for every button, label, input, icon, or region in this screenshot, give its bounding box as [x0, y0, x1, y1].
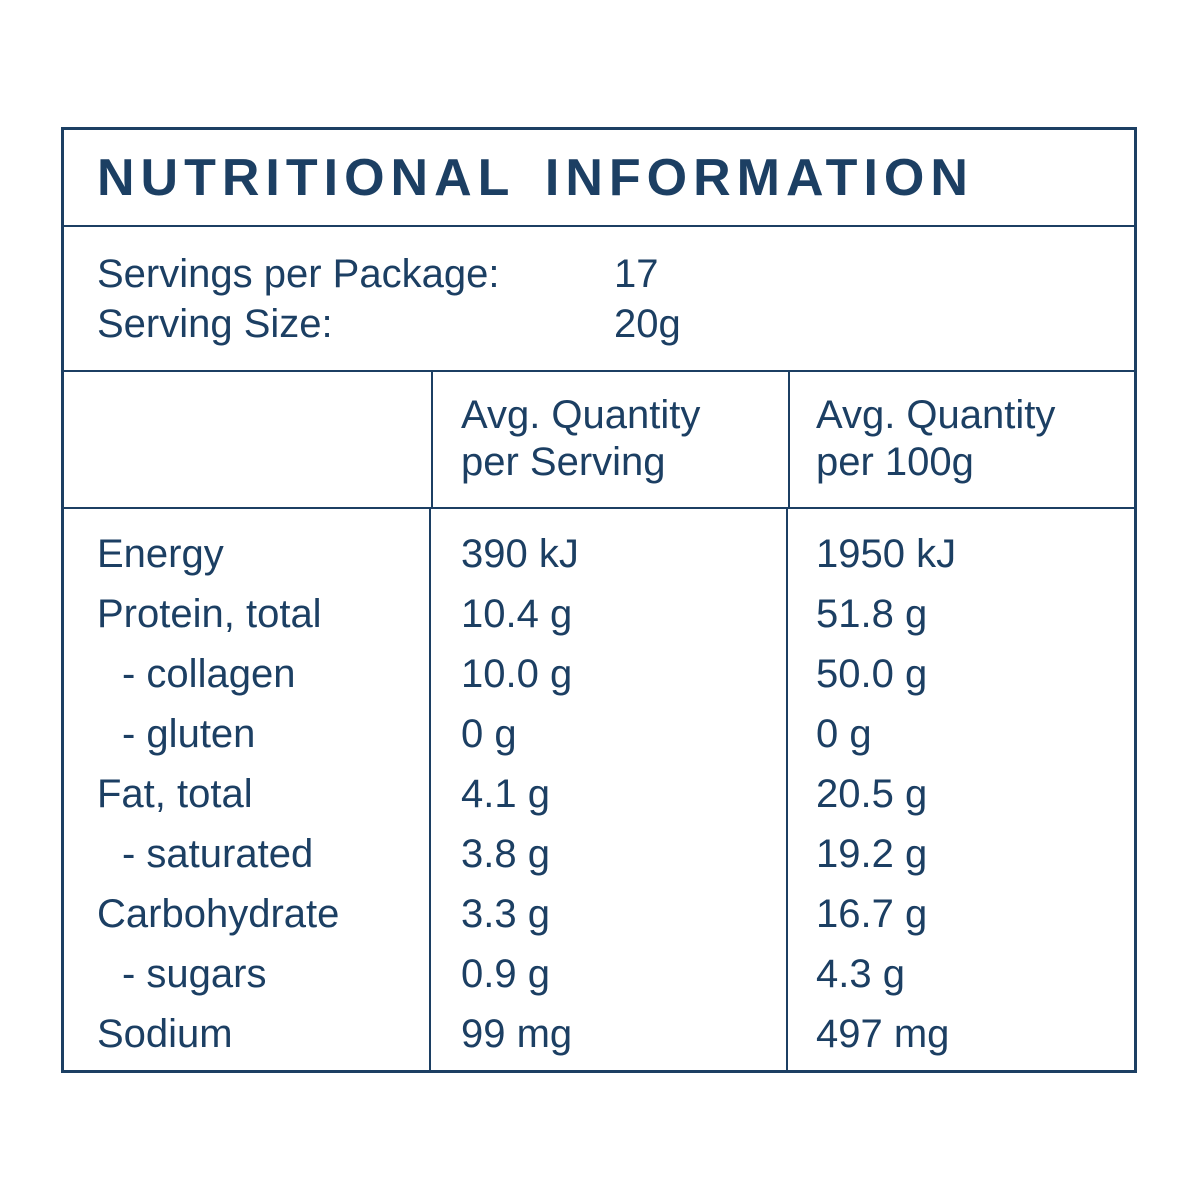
per-serving-value: 390 kJ: [461, 531, 579, 576]
header-empty-cell: [64, 372, 431, 507]
column-divider-2: [786, 509, 788, 1070]
servings-per-package-value: 17: [614, 252, 659, 296]
per-serving-value: 0 g: [461, 711, 517, 756]
nutrient-label: Energy: [97, 531, 224, 576]
panel-title: NUTRITIONAL INFORMATION: [97, 148, 974, 207]
servings-per-package-label: Servings per Package:: [97, 252, 500, 296]
per-100g-value: 50.0 g: [816, 651, 928, 696]
per-100g-value: 1950 kJ: [816, 531, 957, 576]
table-row-collagen: - collagen 10.0 g 50.0 g: [64, 644, 1134, 704]
per-100g-value: 16.7 g: [816, 891, 928, 936]
per-100g-value: 4.3 g: [816, 951, 905, 996]
header-per-100g-line2: per 100g: [816, 440, 974, 484]
nutrient-label: - sugars: [122, 951, 267, 996]
serving-info-section: Servings per Package: 17 Serving Size: 2…: [64, 227, 1134, 372]
header-per-serving-line2: per Serving: [461, 440, 666, 484]
serving-size-value: 20g: [614, 302, 681, 346]
nutrient-label: Carbohydrate: [97, 891, 340, 936]
header-per-serving: Avg. Quantity per Serving: [431, 372, 788, 507]
nutrient-label: - saturated: [122, 831, 314, 876]
column-headers: Avg. Quantity per Serving Avg. Quantity …: [64, 372, 1134, 509]
nutrient-label: Fat, total: [97, 771, 253, 816]
per-serving-value: 4.1 g: [461, 771, 550, 816]
per-100g-value: 0 g: [816, 711, 872, 756]
table-row-saturated: - saturated 3.8 g 19.2 g: [64, 824, 1134, 884]
nutrient-label: Protein, total: [97, 591, 322, 636]
title-section: NUTRITIONAL INFORMATION: [64, 130, 1134, 227]
per-100g-value: 51.8 g: [816, 591, 928, 636]
table-row-carbohydrate: Carbohydrate 3.3 g 16.7 g: [64, 884, 1134, 944]
column-divider-1: [429, 509, 431, 1070]
table-row-gluten: - gluten 0 g 0 g: [64, 704, 1134, 764]
per-serving-value: 3.3 g: [461, 891, 550, 936]
nutrient-label: - collagen: [122, 651, 296, 696]
table-row-fat-total: Fat, total 4.1 g 20.5 g: [64, 764, 1134, 824]
servings-per-package-row: Servings per Package: 17: [97, 249, 1134, 299]
per-serving-value: 99 mg: [461, 1011, 573, 1056]
nutrient-label: Sodium: [97, 1011, 233, 1056]
nutrient-rows-section: Energy 390 kJ 1950 kJ Protein, total 10.…: [64, 509, 1134, 1070]
header-per-100g: Avg. Quantity per 100g: [788, 372, 1134, 507]
per-serving-value: 10.0 g: [461, 651, 573, 696]
table-row-protein-total: Protein, total 10.4 g 51.8 g: [64, 584, 1134, 644]
header-per-100g-line1: Avg. Quantity: [816, 393, 1056, 437]
table-row-energy: Energy 390 kJ 1950 kJ: [64, 524, 1134, 584]
per-100g-value: 19.2 g: [816, 831, 928, 876]
per-100g-value: 20.5 g: [816, 771, 928, 816]
table-row-sodium: Sodium 99 mg 497 mg: [64, 1004, 1134, 1064]
nutrition-information-panel: NUTRITIONAL INFORMATION Servings per Pac…: [61, 127, 1137, 1073]
per-100g-value: 497 mg: [816, 1011, 950, 1056]
nutrient-label: - gluten: [122, 711, 256, 756]
serving-size-row: Serving Size: 20g: [97, 299, 1134, 349]
per-serving-value: 0.9 g: [461, 951, 550, 996]
header-per-serving-line1: Avg. Quantity: [461, 393, 701, 437]
table-row-sugars: - sugars 0.9 g 4.3 g: [64, 944, 1134, 1004]
per-serving-value: 3.8 g: [461, 831, 550, 876]
serving-size-label: Serving Size:: [97, 302, 333, 346]
per-serving-value: 10.4 g: [461, 591, 573, 636]
